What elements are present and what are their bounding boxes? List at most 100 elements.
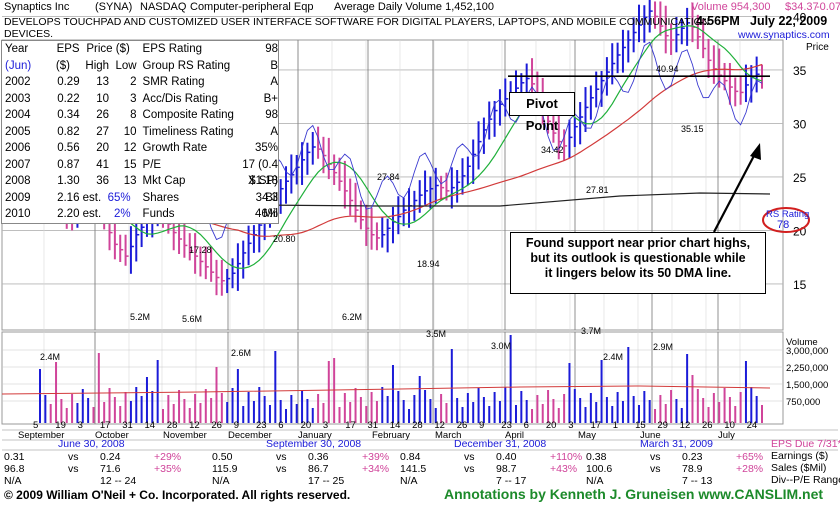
table-cell: 8 xyxy=(130,109,137,121)
date-tick: 3 xyxy=(78,420,83,431)
price-label: 35.15 xyxy=(681,124,704,134)
table-cell: A xyxy=(270,125,278,138)
table-cell: EPS xyxy=(56,43,80,55)
table-cell: 0.82 xyxy=(57,125,80,138)
table-cell: Growth Rate xyxy=(142,142,208,154)
volume-label: 5.2M xyxy=(130,312,150,322)
volume-average-line xyxy=(1,385,771,395)
volume-label: 3.5M xyxy=(426,329,446,339)
table-cell: September 30, 2008 xyxy=(266,438,362,450)
table-cell: +65% xyxy=(736,451,764,463)
table-cell: vs xyxy=(650,451,661,463)
table-cell: 10 xyxy=(96,92,110,105)
table-cell: vs xyxy=(464,463,475,475)
date-tick: 26 xyxy=(702,420,713,431)
table-row: 2002 0.29 13 2 SMR Rating A xyxy=(2,74,278,91)
table-row: 2008 1.30 36 13 Mkt Cap $1.18 Bil xyxy=(2,173,278,204)
website-link[interactable]: www.synaptics.com xyxy=(738,29,830,41)
table-cell: vs xyxy=(68,463,79,475)
table-cell: 15 xyxy=(123,158,137,171)
ticker: (SYNA) xyxy=(95,1,133,13)
table-cell: ($) xyxy=(55,59,70,72)
table-cell: 100.6 xyxy=(586,463,613,475)
table-cell: Year xyxy=(5,43,29,55)
volume-label: 2.4M xyxy=(603,352,623,362)
table-cell: 98 xyxy=(265,109,278,121)
volume-label: 6.2M xyxy=(342,312,362,322)
table-cell: 0.87 xyxy=(57,158,80,171)
table-cell: 41 xyxy=(96,158,110,171)
table-cell: $1.18 Bil xyxy=(249,175,278,204)
table-cell: 141.5 xyxy=(400,463,427,475)
volume-tick-label: 1,500,000 xyxy=(786,380,828,391)
date-tick: 19 xyxy=(55,420,66,431)
date-tick: 26 xyxy=(457,420,468,431)
table-cell: 0.84 xyxy=(400,451,421,463)
table-cell: 0.24 xyxy=(100,451,121,463)
table-cell: 0.56 xyxy=(57,142,80,154)
table-cell: 98 xyxy=(265,43,278,55)
date-tick: 26 xyxy=(211,420,222,431)
table-cell: vs xyxy=(276,463,287,475)
exchange: NASDAQ xyxy=(140,1,187,13)
table-cell: December 31, 2008 xyxy=(454,438,547,450)
table-cell: 2004 xyxy=(5,109,31,121)
volume-label: 3.7M xyxy=(581,326,601,336)
table-row: 2006 0.56 20 12 Growth Rate 35% xyxy=(2,140,278,157)
date-tick: 28 xyxy=(412,420,423,431)
volume-axis-title: Volume xyxy=(786,337,818,348)
table-cell: +34% xyxy=(362,463,390,475)
table-cell: 96.8 xyxy=(4,463,25,475)
annotation-credit: Annotations by Kenneth J. Gruneisen www.… xyxy=(444,486,824,502)
table-cell: 0.22 xyxy=(57,92,80,105)
table-cell: 78.9 xyxy=(682,463,703,475)
table-cell: SMR Rating xyxy=(142,76,205,88)
table-cell: 27 xyxy=(96,125,110,138)
price-quote: $34.37 xyxy=(785,1,819,13)
table-cell: 2006 xyxy=(5,142,31,154)
date-tick: 31 xyxy=(122,420,133,431)
rs-rating-value: 78 xyxy=(777,219,790,231)
callout-line: Found support near prior chart highs, xyxy=(525,236,751,250)
table-cell: Mkt Cap xyxy=(142,175,186,187)
month-label: January xyxy=(298,430,332,441)
table-label: Div--P/E Range xyxy=(771,474,840,486)
month-label: June xyxy=(640,430,661,441)
table-cell: 0.29 xyxy=(57,76,80,88)
price-label: 27.84 xyxy=(377,172,400,182)
company-description: DEVELOPS TOUCHPAD AND CUSTOMIZED USER IN… xyxy=(4,16,710,28)
price-tick-label: 35 xyxy=(793,64,807,78)
table-cell: vs xyxy=(464,451,475,463)
table-cell: N/A xyxy=(400,475,418,487)
table-cell: 12 xyxy=(123,142,137,154)
date-tick: 28 xyxy=(167,420,178,431)
date-tick: 17 xyxy=(345,420,356,431)
table-cell: 71.6 xyxy=(100,463,121,475)
table-cell: 3 xyxy=(130,92,137,105)
volume-tick-label: 3,000,000 xyxy=(786,346,828,357)
table-cell: 0.40 xyxy=(496,451,517,463)
table-cell: 0.31 xyxy=(4,451,25,463)
table-cell: 20 xyxy=(96,142,110,154)
table-cell: March 31, 2009 xyxy=(640,438,713,450)
date-tick: 29 xyxy=(657,420,668,431)
date-tick: 17 xyxy=(100,420,111,431)
date-tick: 24 xyxy=(747,420,758,431)
date-tick: 14 xyxy=(390,420,401,431)
table-cell: 7 -- 17 xyxy=(496,475,527,487)
date-tick: 12 xyxy=(189,420,200,431)
table-cell: +43% xyxy=(550,463,578,475)
date-tick: 5 xyxy=(33,420,38,431)
date-tick: 9 xyxy=(234,420,239,431)
price-axis-title: Price xyxy=(806,42,829,53)
date-tick: 1 xyxy=(613,420,618,431)
table-row: 2010 2.20 est. 2% Funds 46% xyxy=(2,206,278,223)
callout-line: it lingers below its 50 DMA line. xyxy=(544,266,732,280)
table-cell: 2008 xyxy=(5,175,31,187)
price-label: 20.80 xyxy=(273,234,296,244)
table-cell: 2 xyxy=(130,76,137,88)
average-volume: Average Daily Volume 1,452,100 xyxy=(334,1,495,13)
rs-rating-oval xyxy=(762,207,810,233)
table-cell: 0.38 xyxy=(586,451,607,463)
